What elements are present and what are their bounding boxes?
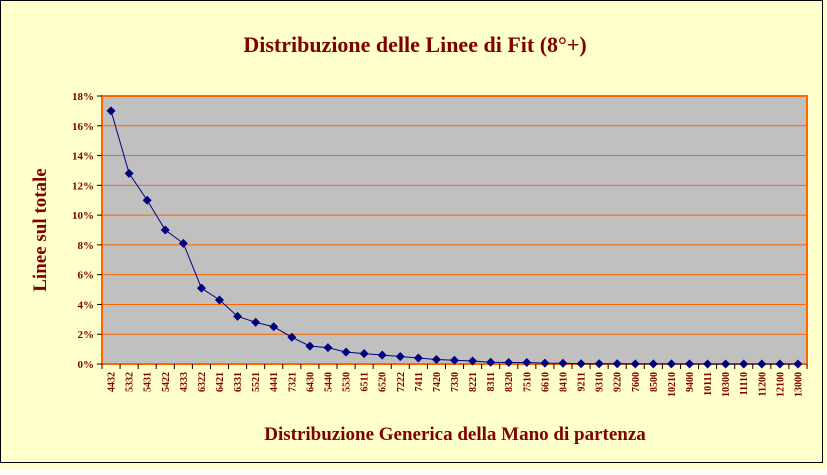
x-tick-label: 4333 <box>179 372 190 392</box>
x-tick-label: 7330 <box>450 372 461 392</box>
x-tick-label: 9220 <box>613 372 624 392</box>
x-tick-label: 7510 <box>522 372 533 392</box>
x-tick-label: 5332 <box>125 372 136 392</box>
y-tick-label: 18% <box>72 91 94 103</box>
x-tick-label: 9310 <box>595 372 606 392</box>
x-tick-label: 8221 <box>468 372 479 392</box>
x-tick-label: 8410 <box>558 372 569 392</box>
y-tick-label: 16% <box>72 121 94 133</box>
x-tick-label: 7222 <box>396 372 407 392</box>
x-tick-label: 4441 <box>269 372 280 392</box>
x-tick-label: 5521 <box>251 372 262 392</box>
x-tick-label: 10210 <box>667 372 678 397</box>
x-tick-label: 8311 <box>486 372 497 391</box>
y-tick-label: 4% <box>78 299 95 311</box>
y-tick-label: 8% <box>78 240 95 252</box>
y-tick-label: 10% <box>72 210 94 222</box>
x-tick-label: 6331 <box>233 372 244 392</box>
x-tick-label: 7600 <box>631 372 642 392</box>
x-tick-label: 11110 <box>739 372 750 395</box>
x-tick-label: 6322 <box>197 372 208 392</box>
y-tick-label: 12% <box>72 180 94 192</box>
x-tick-label: 11200 <box>757 372 768 396</box>
x-tick-label: 9211 <box>577 372 588 391</box>
x-tick-label: 5440 <box>323 372 334 392</box>
y-tick-label: 6% <box>78 270 95 282</box>
y-tick-label: 14% <box>72 151 94 163</box>
x-tick-label: 7411 <box>414 372 425 391</box>
x-tick-label: 7321 <box>287 372 298 392</box>
x-tick-label: 5422 <box>161 372 172 392</box>
x-tick-label: 8500 <box>649 372 660 392</box>
y-tick-label: 2% <box>78 329 95 341</box>
x-tick-label: 6421 <box>215 372 226 392</box>
x-tick-label: 9400 <box>685 372 696 392</box>
x-tick-label: 8320 <box>504 372 515 392</box>
x-tick-label: 6430 <box>305 372 316 392</box>
x-tick-label: 5530 <box>342 372 353 392</box>
chart-title: Distribuzione delle Linee di Fit (8°+) <box>243 32 586 57</box>
x-tick-label: 5431 <box>143 372 154 392</box>
x-axis-title: Distribuzione Generica della Mano di par… <box>264 424 646 445</box>
x-tick-label: 6610 <box>540 372 551 392</box>
x-tick-label: 12100 <box>775 372 786 397</box>
x-tick-label: 6520 <box>378 372 389 392</box>
x-tick-label: 13000 <box>793 372 804 397</box>
x-tick-label: 10300 <box>721 372 732 397</box>
y-axis-title: Linee sul totale <box>30 168 51 292</box>
x-tick-label: 6511 <box>360 372 371 391</box>
plot-area <box>102 96 807 364</box>
x-tick-label: 10111 <box>703 372 714 396</box>
x-tick-label: 7420 <box>432 372 443 392</box>
x-tick-label: 4432 <box>107 372 118 392</box>
y-tick-label: 0% <box>78 359 95 371</box>
